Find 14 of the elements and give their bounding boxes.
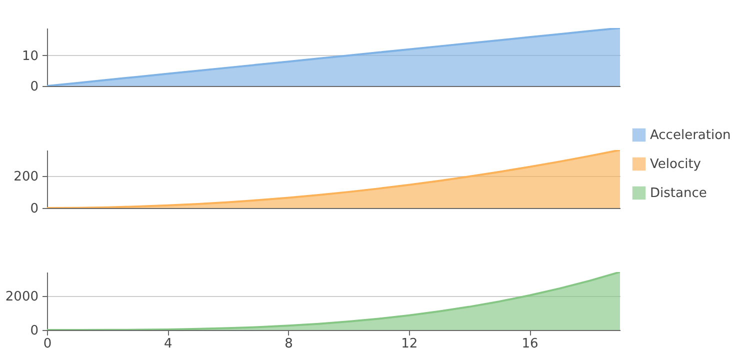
- x-tick-label: 4: [164, 336, 172, 349]
- y-tick-label: 0: [30, 324, 38, 338]
- legend-label: Velocity: [650, 157, 702, 172]
- x-tick-label: 16: [522, 336, 538, 349]
- x-tick-label: 0: [43, 336, 52, 349]
- y-tick-label: 10: [22, 48, 38, 64]
- y-tick-label: 200: [14, 169, 38, 184]
- y-tick-label: 2000: [5, 290, 38, 305]
- y-tick-label: 0: [30, 202, 38, 216]
- x-tick-label: 8: [284, 336, 293, 349]
- legend-label: Acceleration: [650, 128, 731, 143]
- y-tick-label: 0: [30, 80, 38, 94]
- x-tick-label: 12: [401, 336, 418, 349]
- legend-label: Distance: [650, 186, 707, 201]
